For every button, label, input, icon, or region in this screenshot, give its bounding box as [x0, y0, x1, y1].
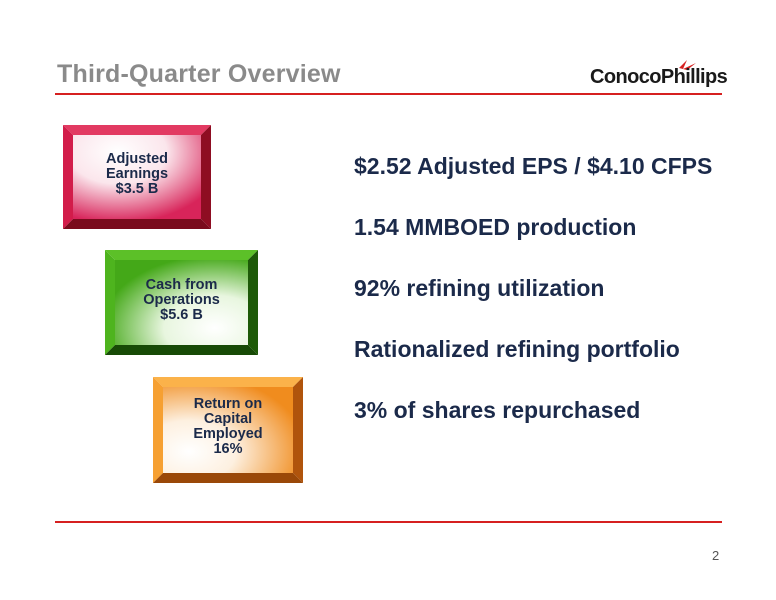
- highlight-item: 1.54 MMBOED production: [354, 214, 637, 240]
- highlights-list: $2.52 Adjusted EPS / $4.10 CFPS 1.54 MMB…: [354, 150, 712, 455]
- page-number: 2: [712, 548, 720, 563]
- adjusted-earnings-box: Adjusted Earnings $3.5 B: [63, 125, 211, 229]
- box-line: Cash from: [145, 277, 218, 293]
- box-line: Adjusted: [105, 151, 169, 167]
- return-on-capital-box: Return on Capital Employed 16%: [153, 377, 303, 483]
- box-line: $5.6 B: [160, 307, 203, 323]
- cash-from-operations-box: Cash from Operations $5.6 B: [105, 250, 258, 355]
- box-line: Capital: [203, 411, 253, 427]
- highlight-item: $2.52 Adjusted EPS / $4.10 CFPS: [354, 153, 713, 179]
- box-line: $3.5 B: [115, 181, 159, 197]
- box-line: Operations: [143, 292, 220, 308]
- conocophillips-logo-icon: [679, 60, 696, 70]
- highlight-item: Rationalized refining portfolio: [354, 336, 680, 362]
- company-logo: ConocoPhillips: [583, 58, 733, 92]
- highlight-item: 3% of shares repurchased: [354, 397, 641, 423]
- highlight-item: 92% refining utilization: [354, 275, 605, 301]
- bottom-divider: [55, 521, 722, 523]
- box-line: Earnings: [105, 166, 169, 182]
- slide-title: Third-Quarter Overview: [57, 60, 341, 88]
- box-line: Return on: [193, 396, 263, 412]
- box-line: 16%: [213, 441, 243, 457]
- top-divider: [55, 93, 722, 95]
- logo-wordmark: ConocoPhillips: [590, 66, 728, 88]
- box-line: Employed: [193, 426, 263, 442]
